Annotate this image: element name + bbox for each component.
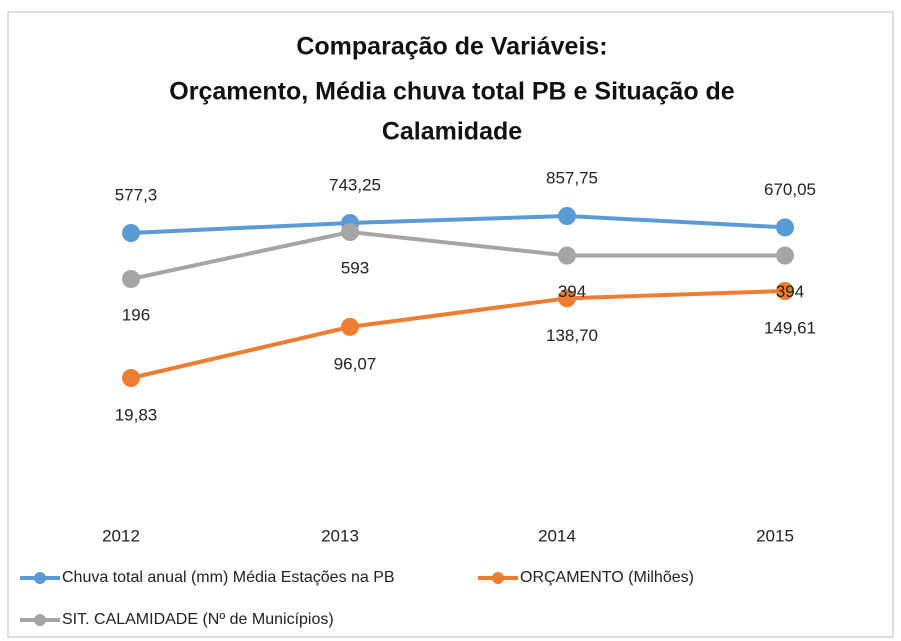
data-label: 19,83 [115, 405, 158, 424]
data-label: 196 [122, 305, 150, 324]
data-point [776, 218, 794, 237]
data-point [558, 207, 576, 225]
legend-label: Chuva total anual (mm) Média Estações na… [62, 569, 395, 586]
legend-marker [34, 614, 46, 626]
data-point [558, 289, 576, 308]
data-point [122, 224, 140, 242]
legend-label: ORÇAMENTO (Milhões) [520, 569, 694, 586]
chart-title: Calamidade [382, 118, 522, 146]
data-label: 138,70 [546, 326, 598, 345]
data-label: 593 [341, 258, 369, 277]
series-line [130, 229, 785, 281]
data-label: 96,07 [334, 354, 377, 373]
series-line [130, 213, 786, 235]
legend-marker [492, 572, 504, 584]
x-tick-label: 2014 [538, 526, 576, 545]
data-label: 394 [776, 282, 804, 301]
x-tick-label: 2013 [321, 526, 359, 545]
x-tick-label: 2015 [756, 526, 794, 545]
chart-border [7, 11, 894, 638]
legend-marker [34, 572, 46, 584]
chart-title: Orçamento, Média chuva total PB e Situaç… [169, 78, 735, 106]
x-tick-label: 2012 [102, 526, 140, 545]
legend-label: SIT. CALAMIDADE (Nº de Municípios) [62, 611, 334, 628]
data-label: 670,05 [764, 180, 816, 199]
data-point [122, 369, 140, 387]
data-point [558, 246, 576, 265]
data-point [122, 270, 140, 288]
data-point [776, 282, 794, 300]
data-point [776, 246, 794, 265]
data-point [341, 223, 359, 241]
series-line [130, 289, 786, 380]
data-label: 394 [558, 282, 586, 301]
data-label: 743,25 [329, 175, 381, 194]
data-label: 149,61 [764, 318, 816, 337]
data-label: 857,75 [546, 168, 598, 187]
chart-title: Comparação de Variáveis: [296, 33, 607, 61]
data-point [341, 317, 359, 336]
data-label: 577,3 [115, 185, 158, 204]
